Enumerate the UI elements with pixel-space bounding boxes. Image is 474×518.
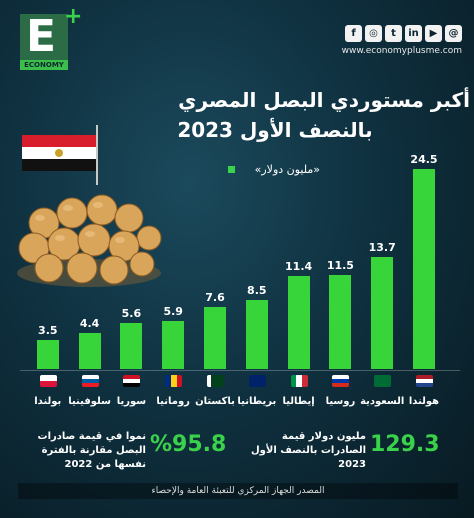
category-label: بريطانيا: [237, 396, 277, 407]
threads-icon[interactable]: @: [445, 25, 462, 42]
linkedin-icon[interactable]: in: [405, 25, 422, 42]
saudi-flag: [374, 375, 392, 387]
title-line-2: بالنصف الأول 2023: [177, 118, 373, 142]
bar-value-label: 24.5: [410, 153, 438, 166]
bar: [329, 275, 352, 369]
romania-flag: [165, 375, 183, 387]
logo-letter: E: [26, 11, 57, 62]
brand-logo: E +: [20, 4, 82, 64]
category-label: باكستان: [195, 396, 235, 407]
logo-word: ECONOMY: [20, 60, 68, 70]
growth-description: نموا في قيمة صادرات البصل مقارنة بالفترة…: [37, 431, 146, 470]
growth-value: %95.8: [150, 432, 227, 457]
bar-value-label: 5.6: [121, 307, 142, 321]
category-label: رومانيا: [156, 396, 190, 407]
total-value: 129.3: [370, 432, 440, 457]
category-label: السعودية: [360, 396, 405, 407]
bar: [120, 323, 143, 369]
category-label: روسيا: [325, 396, 356, 407]
bar-value-label: 11.4: [285, 259, 313, 273]
netherlands-flag: [416, 375, 433, 387]
bar: [371, 257, 394, 369]
uk-flag: [248, 375, 266, 387]
bar-value-label: 13.7: [368, 241, 396, 255]
bar: [78, 333, 101, 369]
russia-flag: [332, 375, 350, 387]
total-description: مليون دولار قيمة الصادرات بالنصف الأول 2…: [251, 431, 366, 470]
chart-baseline: [20, 370, 460, 371]
bar-value-label: 5.9: [163, 304, 183, 318]
poland-flag: [39, 375, 57, 387]
category-label: هولندا: [408, 396, 440, 407]
youtube-icon[interactable]: ▶: [425, 25, 442, 42]
instagram-icon[interactable]: ◎: [365, 25, 382, 42]
bar: [413, 169, 435, 369]
source-note: المصدر الجهاز المركزي للتعبئة العامة وال…: [18, 483, 458, 499]
bar: [245, 299, 268, 369]
syria-flag: [123, 375, 141, 387]
pakistan-flag: [207, 375, 224, 387]
bar-value-label: 3.5: [38, 324, 58, 338]
title-line-1: أكبر مستوردي البصل المصري: [178, 88, 470, 112]
unit-legend-swatch: [228, 166, 235, 173]
bar-value-label: 8.5: [247, 283, 267, 297]
onion-basket-image: [17, 194, 162, 287]
facebook-icon[interactable]: f: [345, 25, 362, 42]
category-label: سلوفينيا: [68, 396, 111, 407]
bar: [162, 320, 185, 369]
logo-plus: +: [64, 4, 83, 29]
category-label: سوريا: [116, 396, 147, 407]
website-link[interactable]: www.economyplusme.com: [341, 46, 462, 56]
bar-value-label: 11.5: [326, 259, 354, 273]
flagpole: [96, 125, 98, 185]
social-links: f ◎ t in ▶ @: [345, 25, 462, 42]
bar-value-label: 4.4: [79, 317, 100, 331]
category-label: إيطاليا: [282, 396, 315, 407]
egypt-flag-icon: [22, 135, 96, 171]
category-label: بولندا: [34, 396, 62, 407]
slovenia-flag: [81, 375, 99, 387]
twitter-icon[interactable]: t: [385, 25, 402, 42]
bar: [204, 306, 226, 369]
unit-label: «مليون دولار»: [254, 163, 320, 176]
bar-value-label: 7.6: [205, 290, 225, 304]
italy-flag: [290, 375, 308, 387]
bar: [36, 340, 59, 369]
bar: [287, 275, 310, 369]
